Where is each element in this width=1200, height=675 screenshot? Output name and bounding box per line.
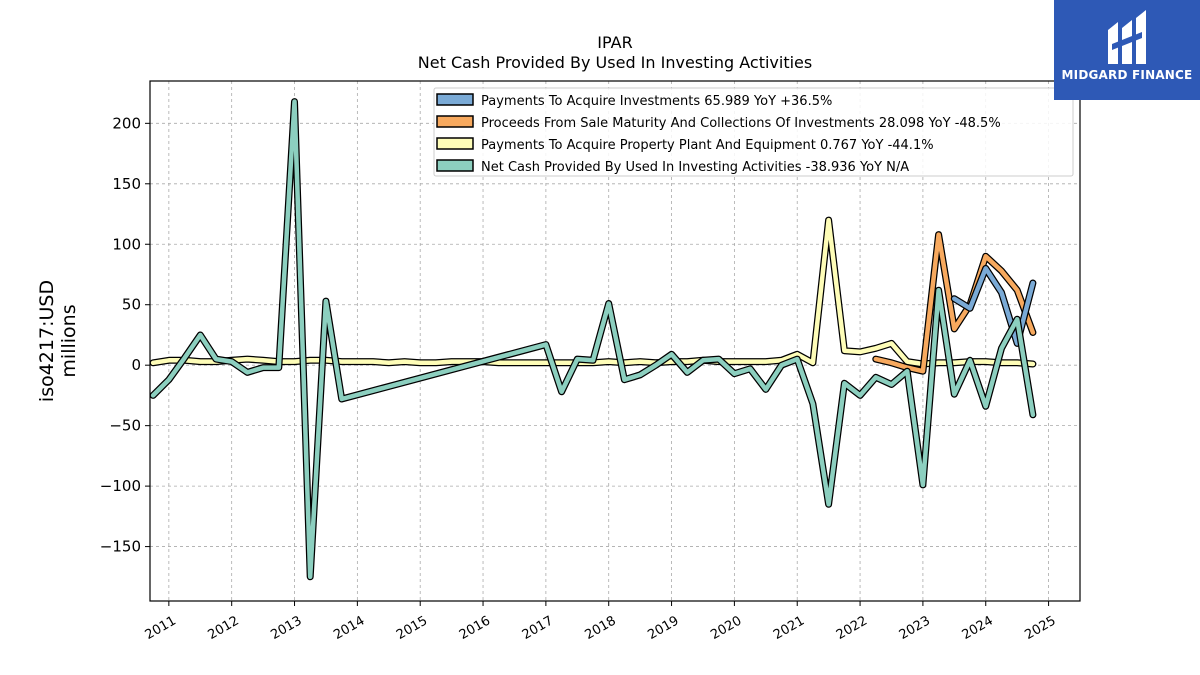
brand-logo: MIDGARD FINANCE [1054,0,1200,100]
x-axis: 2011 2012 2013 2014 2015 2016 2017 2018 2019 2020… [143,601,1059,643]
x-tick-label: 2020 [708,613,744,643]
x-tick-label: 2021 [771,613,807,643]
legend-entry-label: Payments To Acquire Property Plant And E… [481,138,934,153]
y-tick-label: −100 [100,477,141,495]
legend-swatch [436,137,474,150]
y-tick-label: 50 [122,296,141,314]
legend-box [433,87,1074,177]
x-tick-label: 2013 [268,613,304,643]
y-tick-label: −150 [100,538,141,556]
x-tick-label: 2018 [583,613,619,643]
legend-swatch [436,115,474,128]
series-layer [149,98,1037,581]
x-tick-label: 2012 [206,613,242,643]
x-tick-label: 2023 [897,613,933,643]
y-tick-label: 200 [112,114,141,132]
x-tick-label: 2025 [1022,613,1058,643]
chart-subtitle: Net Cash Provided By Used In Investing A… [418,53,812,72]
x-tick-label: 2022 [834,613,870,643]
x-tick-label: 2019 [645,613,681,643]
x-tick-label: 2015 [394,613,430,643]
x-tick-label: 2017 [520,613,556,643]
series-2 [872,231,1037,375]
plot-frame [149,80,1081,602]
y-axis-label-line1: iso4217:USD [36,280,58,402]
y-axis-label-line2: millions [58,304,80,377]
legend-entry-label: Payments To Acquire Investments 65.989 Y… [481,94,832,109]
series-4 [149,98,1037,581]
y-tick-label: 150 [112,175,141,193]
legend: Payments To Acquire Investments 65.989 Y… [433,87,1074,177]
legend-swatch [436,159,474,172]
series-line [873,232,1036,374]
x-tick-label: 2016 [457,613,493,643]
x-tick-label: 2024 [960,613,996,643]
logo-text: MIDGARD FINANCE [1061,68,1193,82]
logo-mark-icon [1108,10,1146,64]
x-tick-label: 2014 [331,613,367,643]
y-axis: −150 −100 −50 0 50 100 150 200 [100,114,150,556]
chart-title: IPAR [597,33,632,52]
legend-entry-label: Net Cash Provided By Used In Investing A… [481,160,909,175]
y-tick-label: −50 [109,417,141,435]
legend-swatch [436,93,474,106]
x-tick-label: 2011 [143,613,179,643]
y-tick-label: 100 [112,235,141,253]
series-line [150,99,1036,580]
y-tick-label: 0 [131,356,141,374]
legend-entry-label: Proceeds From Sale Maturity And Collecti… [481,116,1001,131]
